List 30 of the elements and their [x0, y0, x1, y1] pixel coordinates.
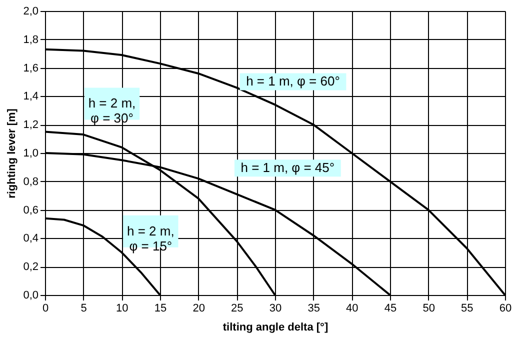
x-tick-label: 30 [269, 302, 282, 314]
x-tick-label: 60 [499, 302, 512, 314]
series-label: h = 2 m, φ = 15° [127, 223, 174, 254]
y-tick-label: 1,2 [23, 119, 38, 132]
series-label: h = 1 m, φ = 45° [240, 160, 335, 176]
y-tick-label: 0,0 [23, 290, 38, 302]
x-tick-label: 15 [154, 302, 167, 314]
x-tick-label: 45 [384, 302, 397, 314]
y-tick-label: 1,4 [23, 90, 38, 103]
x-tick-label: 55 [461, 302, 474, 314]
y-tick-label: 2,0 [23, 6, 38, 18]
y-tick-label: 0,8 [23, 176, 38, 188]
x-tick-label: 35 [308, 302, 320, 314]
y-tick-label: 0,6 [23, 204, 38, 216]
y-tick-label: 1,0 [23, 148, 38, 160]
x-tick-label: 20 [192, 302, 205, 314]
series-label: h = 1 m, φ = 60° [246, 74, 340, 89]
y-axis-title: righting lever [m] [6, 108, 18, 198]
x-tick-label: 5 [80, 302, 87, 314]
series-label: h = 2 m, φ = 30° [88, 96, 136, 126]
x-tick-label: 10 [116, 302, 128, 314]
x-tick-label: 40 [346, 302, 358, 314]
y-tick-label: 0,4 [23, 232, 38, 245]
y-tick-label: 1,6 [23, 62, 38, 74]
x-tick-label: 25 [231, 302, 244, 314]
y-tick-label: 0,2 [23, 261, 38, 274]
x-tick-label: 0 [42, 302, 49, 314]
y-tick-label: 1,8 [23, 34, 38, 46]
x-tick-label: 50 [422, 302, 435, 314]
x-axis-title: tilting angle delta [°] [222, 322, 328, 334]
